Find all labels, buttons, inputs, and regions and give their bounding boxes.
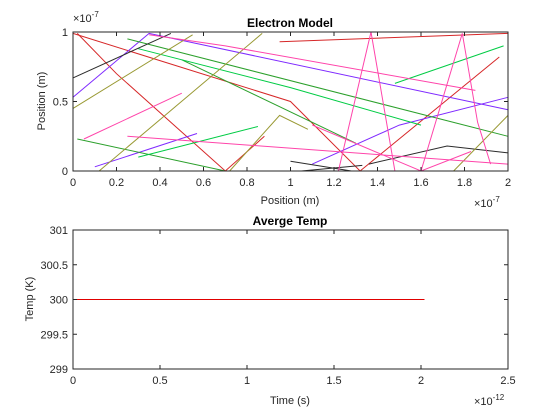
electron-series-line-10 [394,45,504,84]
electron-series-line-21 [127,135,509,165]
temp-x-tick-label: 1 [244,375,250,387]
electron-y-exponent-base: ×10 [73,13,92,25]
electron-title: Electron Model [247,16,333,30]
electron-y-label: Position (m) [36,72,48,131]
electron-x-ticks: 0 0.2 0.4 0.6 0.8 1 1.2 1.4 1.6 1.8 2 [70,32,511,189]
temp-x-tick-label: 0.5 [152,375,167,387]
electron-y-exponent: ×10-7 [73,10,99,25]
temp-y-tick-label: 301 [50,225,68,237]
electron-series-line-13 [290,160,352,172]
electron-x-tick-label: 0.8 [239,177,254,189]
electron-series-line-7 [181,59,357,144]
electron-series-line-24 [420,33,492,172]
electron-x-tick-label: 1.4 [370,177,385,189]
electron-y-tick-label: 0 [62,166,68,178]
average-temp-plot: 0 0.5 1 1.5 2 2.5 299 299.5 300 300.5 301 Averge … [24,214,516,408]
electron-x-tick-label: 1.2 [326,177,341,189]
electron-series-line-9 [138,48,422,126]
temp-x-exponent-power: -12 [493,393,505,402]
temp-x-ticks: 0 0.5 1 1.5 2 2.5 [70,230,516,387]
electron-x-tick-label: 0.4 [152,177,167,189]
electron-series-line-15 [368,145,509,165]
electron-x-tick-label: 0.6 [196,177,211,189]
electron-series-line-14 [301,164,363,172]
temp-y-tick-label: 299.5 [40,329,68,341]
temp-y-ticks: 299 299.5 300 300.5 301 [40,225,508,376]
electron-y-exponent-power: -7 [92,10,100,19]
temp-x-tick-label: 1.5 [326,375,341,387]
electron-y-ticks: 00.51 [53,27,508,178]
temp-y-tick-label: 300.5 [40,260,68,272]
electron-series-line-4 [312,96,509,165]
temp-x-label: Time (s) [270,395,310,407]
electron-trajectories [72,31,509,172]
temp-y-label: Temp (K) [24,277,36,322]
electron-x-exponent: ×10-7 [474,195,500,210]
temp-x-tick-label: 2.5 [500,375,515,387]
electron-x-tick-label: 1.8 [457,177,472,189]
temp-x-exponent: ×10-12 [474,393,505,408]
electron-series-line-19 [453,115,509,172]
electron-series-line-6 [127,38,509,137]
electron-x-tick-label: 2 [505,177,511,189]
electron-series-line-3 [72,32,509,111]
electron-series-line-16 [72,34,193,109]
electron-series-line-20 [83,92,183,140]
electron-series-line-5 [94,133,198,168]
electron-series-line-8 [77,138,226,172]
electron-y-tick-label: 0.5 [53,97,68,109]
electron-x-label: Position (m) [261,195,320,207]
electron-series-line-12 [72,32,172,79]
electron-series-line-17 [98,33,263,172]
temp-x-exponent-base: ×10 [474,396,493,408]
electron-x-tick-label: 0.2 [109,177,124,189]
electron-x-exponent-base: ×10 [474,198,493,210]
electron-series-line-22 [149,34,476,91]
electron-x-tick-label: 1 [287,177,293,189]
electron-series-line-2 [279,32,509,43]
temp-x-tick-label: 2 [418,375,424,387]
electron-x-tick-label: 0 [70,177,76,189]
temp-y-tick-label: 299 [50,364,68,376]
electron-model-plot: 0 0.2 0.4 0.6 0.8 1 1.2 1.4 1.6 1.8 2 00.51 Electr… [36,10,511,210]
electron-x-exponent-power: -7 [493,195,501,204]
temp-title: Averge Temp [253,214,328,228]
electron-series-line-18 [229,114,309,172]
temp-x-tick-label: 0 [70,375,76,387]
electron-y-tick-label: 1 [62,27,68,39]
electron-x-tick-label: 1.6 [413,177,428,189]
electron-series-line-1 [72,32,500,172]
temp-y-tick-label: 300 [50,295,68,307]
